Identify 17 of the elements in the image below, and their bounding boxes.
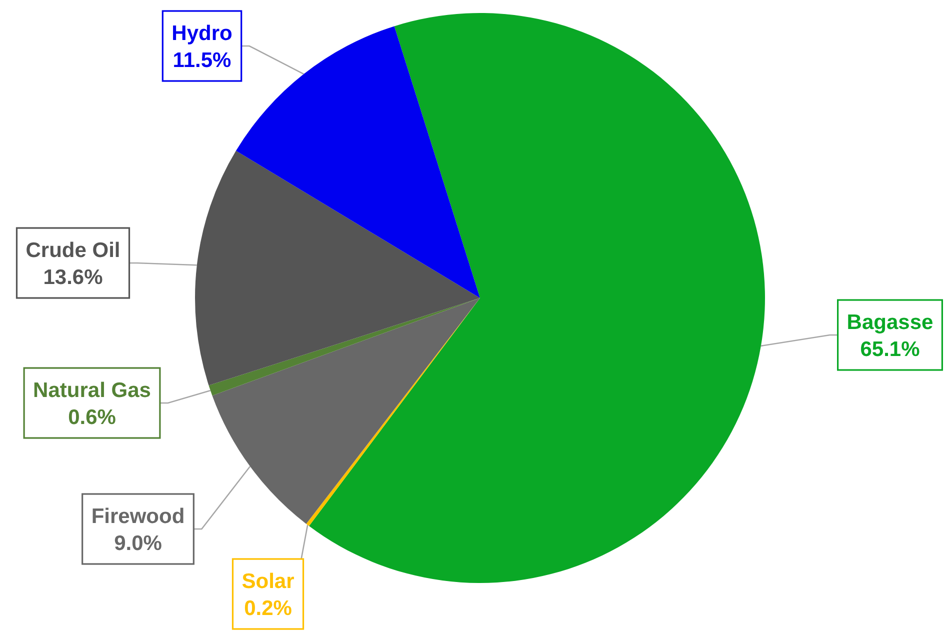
slice-label: Solar: [242, 570, 294, 594]
data-label: 11.5%: [172, 49, 232, 72]
slice-label: Firewood: [91, 505, 185, 528]
slice-label: Bagasse: [846, 311, 934, 334]
data-label: 0.6%: [68, 406, 116, 430]
pie-slice: [236, 26, 480, 298]
data-label: 13.6%: [43, 266, 104, 290]
data-label: 65.1%: [860, 338, 920, 362]
slice-label: Natural Gas: [33, 379, 151, 402]
pie-slice: [208, 298, 480, 396]
pie-slice: [212, 298, 480, 524]
slice-label: Crude Oil: [26, 239, 120, 262]
slice-label: Hydro: [172, 22, 232, 46]
data-label: 9.0%: [114, 532, 162, 556]
pie-slice: [309, 13, 765, 583]
data-label: 0.2%: [244, 597, 292, 620]
pie-slice: [195, 150, 480, 386]
